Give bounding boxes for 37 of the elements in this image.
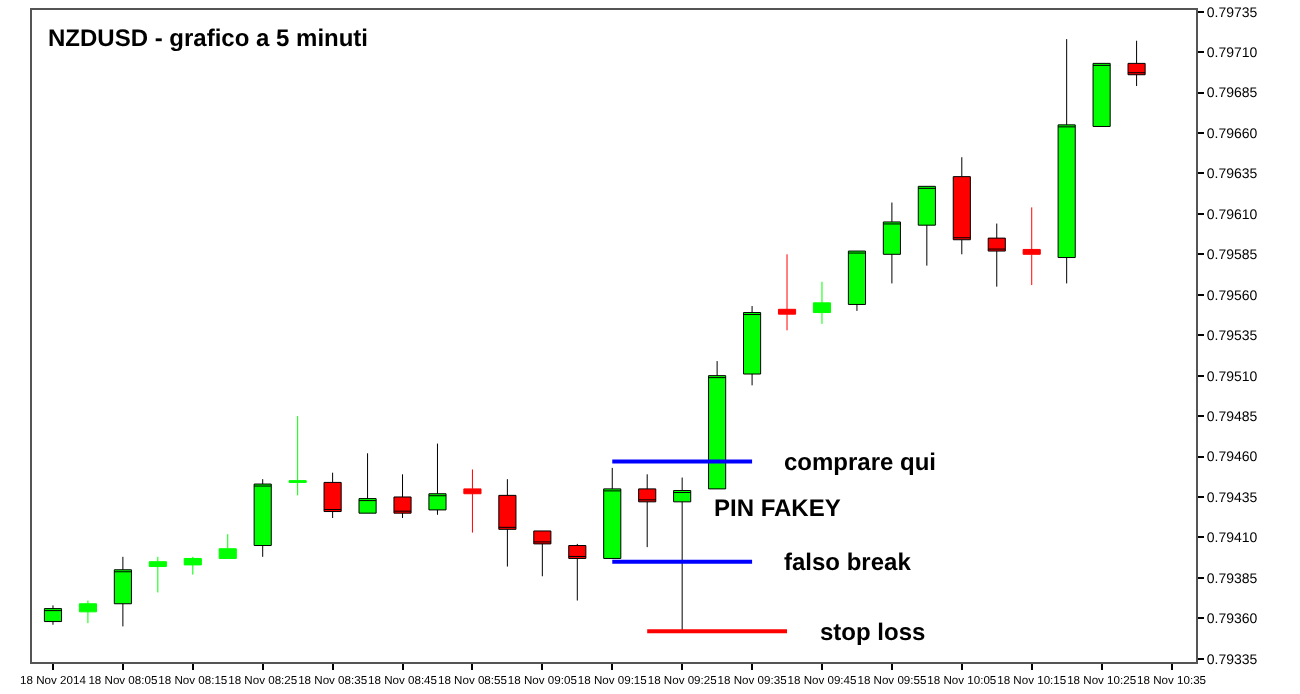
candlestick <box>882 202 901 284</box>
candlestick <box>847 250 866 312</box>
candlestick <box>113 556 132 627</box>
candlestick <box>43 604 63 626</box>
candlestick <box>358 452 377 514</box>
candlestick <box>183 556 202 576</box>
candlestick <box>1057 38 1076 284</box>
candlestick <box>568 543 587 602</box>
candlestick <box>1022 206 1041 286</box>
candlestick <box>812 281 832 325</box>
candlestick <box>218 533 237 559</box>
candlestick <box>603 467 622 559</box>
candlestick <box>148 556 167 593</box>
candlestick <box>673 477 692 634</box>
series-label: falso break <box>784 548 912 576</box>
candlestick <box>428 443 447 516</box>
candlestick <box>463 468 482 534</box>
series-label: comprare qui <box>784 448 937 476</box>
annotation: PIN FAKEY <box>714 494 841 522</box>
candlestick <box>1092 62 1111 127</box>
candlestick <box>1127 40 1146 87</box>
candlestick <box>393 473 412 519</box>
candlestick <box>952 156 971 255</box>
candlestick <box>288 415 307 496</box>
candlestick <box>253 478 272 558</box>
candlestick <box>638 473 657 548</box>
candlestick <box>708 360 727 490</box>
candlestick <box>743 305 762 386</box>
candlestick <box>78 600 97 624</box>
text: NZDUSD - grafico a 5 minuti <box>48 24 369 52</box>
candlestick <box>777 253 797 331</box>
candlestick <box>533 530 552 577</box>
series-label: stop loss <box>820 618 926 646</box>
candlestick <box>323 472 342 519</box>
candlestick <box>498 478 517 568</box>
candlestick <box>917 185 936 267</box>
candlestick <box>987 223 1006 288</box>
